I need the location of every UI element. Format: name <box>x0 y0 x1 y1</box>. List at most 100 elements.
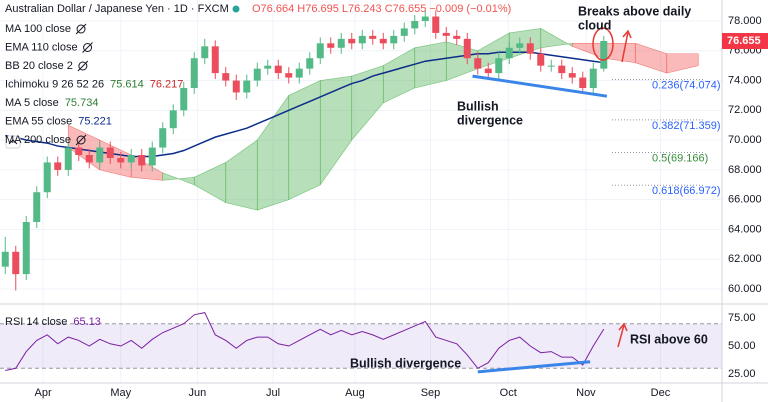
candle-body <box>1 251 9 267</box>
indicator-value: 75.734 <box>65 97 99 109</box>
x-tick-label: Apr <box>34 387 51 399</box>
candle-body <box>516 43 524 48</box>
annotation: Bullish <box>457 99 499 113</box>
y-tick-label: 62.000 <box>728 253 762 265</box>
candle-body <box>243 80 251 93</box>
rsi-title: RSI 14 close <box>5 316 67 328</box>
candle-body <box>421 16 429 21</box>
price-label: 76.655 <box>727 35 761 47</box>
x-tick-label: Jun <box>189 387 207 399</box>
fib-label: 0.618(66.972) <box>652 185 721 197</box>
status-dot <box>232 5 240 13</box>
y-tick-label: 64.000 <box>728 223 762 235</box>
grid <box>0 0 722 383</box>
cloud-segment <box>414 41 447 89</box>
visibility-icon <box>78 61 88 71</box>
candle-body <box>264 65 272 69</box>
collapse-icon <box>8 139 18 145</box>
candle-body <box>180 87 188 111</box>
annotation: Bullish divergence <box>350 356 461 370</box>
indicator-value: 76.217 <box>150 78 184 90</box>
candle-body <box>85 154 93 163</box>
candle-body <box>106 147 114 158</box>
y-tick-label: 75.00 <box>728 312 756 324</box>
annotation: RSI above 60 <box>630 332 708 346</box>
candle-body <box>96 147 104 163</box>
y-tick-label: 78.000 <box>728 15 762 27</box>
candle-body <box>358 35 366 44</box>
visibility-icon <box>76 135 86 145</box>
candle-body <box>201 46 209 59</box>
fib-label: 0.236(74.074) <box>652 79 721 91</box>
candle-body <box>379 38 387 44</box>
indicator-name: EMA 110 close <box>5 41 78 53</box>
candle-body <box>148 147 156 166</box>
candle-body <box>138 154 146 166</box>
candle-body <box>169 110 177 129</box>
arrow <box>621 31 629 63</box>
arrow-head <box>622 29 632 39</box>
candle-body <box>285 73 293 78</box>
candle-body <box>453 35 461 39</box>
x-tick-label: Aug <box>345 387 365 399</box>
candle-body <box>222 73 230 81</box>
fib-label: 0.382(71.359) <box>652 120 721 132</box>
candle-body <box>64 147 72 170</box>
price-pane: 0.236(74.074) 0.382(71.359) 0.5(69.166) 0.6… <box>1 10 721 291</box>
candle-body <box>442 32 450 36</box>
candle-body <box>12 251 20 275</box>
y-tick-label: 68.000 <box>728 164 762 176</box>
candle-body <box>232 80 240 93</box>
x-tick-label: Oct <box>500 387 517 399</box>
rsi-line <box>5 312 605 372</box>
candle-body <box>526 43 534 54</box>
y-tick-label: 74.000 <box>728 74 762 86</box>
indicator-name: MA 200 close <box>5 134 71 146</box>
indicator-name: MA 100 close <box>5 23 71 35</box>
rsi-pane <box>0 312 722 374</box>
candle-body <box>579 77 587 88</box>
visibility-icon <box>83 43 93 52</box>
candle-body <box>537 53 545 66</box>
annotation: divergence <box>457 113 523 127</box>
collapse-button[interactable] <box>5 135 21 149</box>
candle-body <box>33 192 41 223</box>
arrow <box>617 324 625 348</box>
candle-body <box>295 68 303 78</box>
candle-body <box>474 58 482 69</box>
indicator-value: 75.614 <box>110 78 144 90</box>
y-tick-label: 60.000 <box>728 283 762 295</box>
ohlc: O76.664 H76.695 L76.243 C76.655 −0.009 (… <box>252 3 511 15</box>
candle-body <box>432 16 440 33</box>
candle-body <box>190 58 198 88</box>
indicator-name: BB 20 close 2 <box>5 60 73 72</box>
candle-body <box>337 38 345 48</box>
y-tick-label: 72.000 <box>728 104 762 116</box>
candle-body <box>558 65 566 74</box>
visibility-icon <box>82 42 93 53</box>
candle-body <box>411 20 419 29</box>
candle-body <box>22 222 30 275</box>
candle-body <box>505 47 513 59</box>
x-tick-label: Dec <box>651 387 671 399</box>
price-label-bg <box>722 33 768 50</box>
candle-body <box>306 58 314 69</box>
candle-body <box>348 38 356 44</box>
y-tick-label: 70.000 <box>728 134 762 146</box>
candle-body <box>274 65 282 74</box>
annotation: cloud <box>578 18 611 32</box>
candle-body <box>547 65 555 67</box>
y-tick-label: 66.000 <box>728 194 762 206</box>
chart-title: Australian Dollar / Japanese Yen · 1D · … <box>5 3 229 15</box>
x-tick-label: May <box>110 387 131 399</box>
candle-body <box>369 35 377 39</box>
trendline <box>477 360 591 374</box>
candle-body <box>54 162 62 170</box>
candle-body <box>117 157 125 163</box>
y-tick-label: 25.00 <box>728 368 756 380</box>
indicator-name: MA 5 close <box>5 97 59 109</box>
candle-body <box>127 154 135 163</box>
candle-body <box>327 43 335 48</box>
